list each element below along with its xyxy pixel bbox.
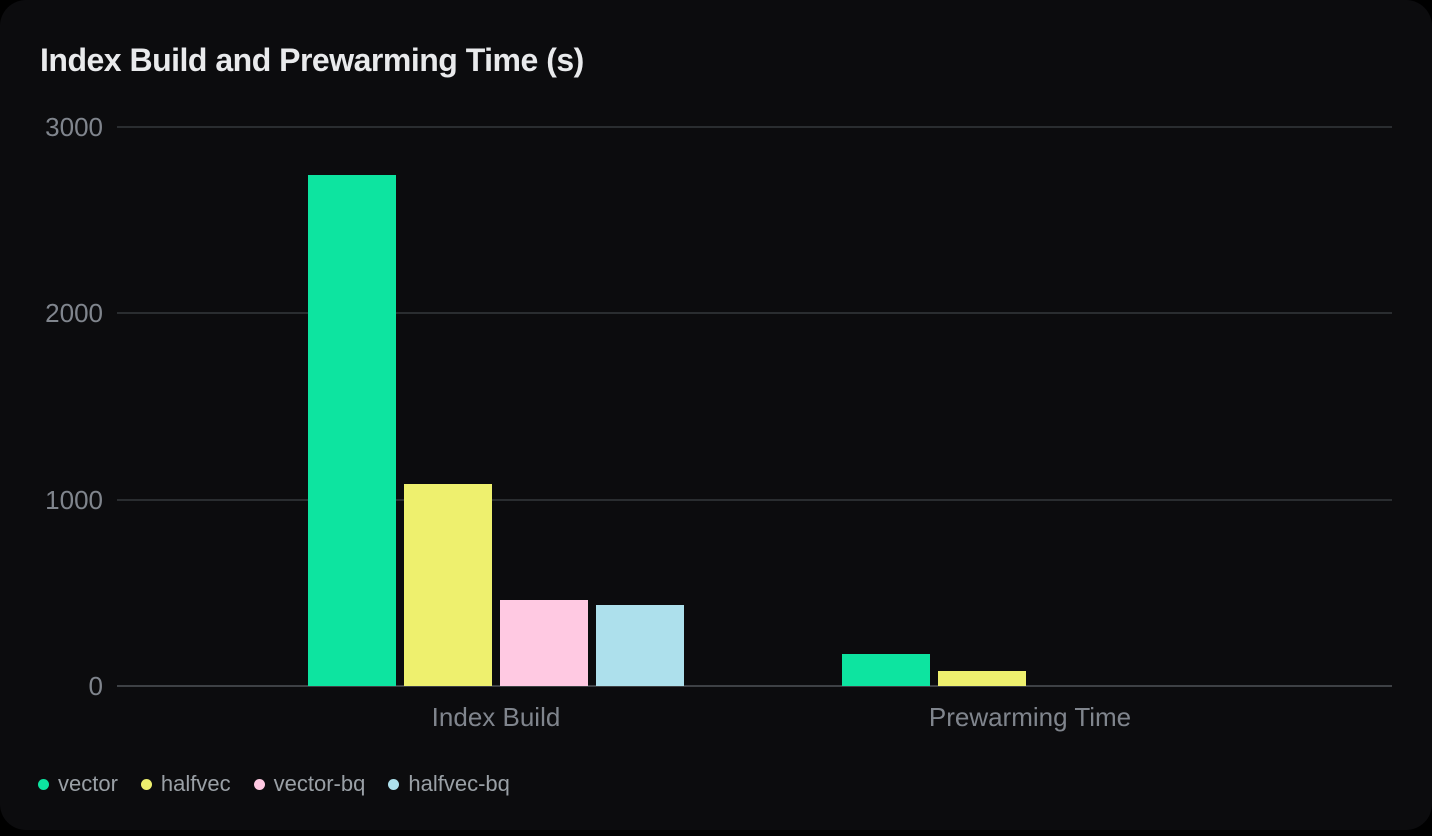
x-category-label: Prewarming Time bbox=[928, 702, 1132, 732]
legend-label: halfvec-bq bbox=[408, 771, 510, 796]
y-tick-label: 3000 bbox=[45, 112, 103, 142]
legend-dot-halfvec bbox=[140, 778, 152, 790]
bar-vector-index-build bbox=[308, 175, 397, 686]
chart-title: Index Build and Prewarming Time (s) bbox=[40, 42, 584, 78]
legend-dot-vector bbox=[38, 778, 49, 790]
bar-halfvec-index-build bbox=[404, 483, 493, 686]
legend-label: vector-bq bbox=[273, 771, 366, 796]
y-tick-label: 0 bbox=[88, 671, 103, 701]
gridline bbox=[117, 312, 1392, 315]
x-category-label: Index Build bbox=[431, 702, 561, 732]
legend-dot-halfvec-bq bbox=[388, 778, 400, 790]
bar-halfvec-bq-index-build bbox=[595, 604, 684, 686]
y-tick-label: 2000 bbox=[45, 298, 103, 329]
bar-vector-bq-index-build bbox=[499, 600, 588, 686]
y-tick-label: 1000 bbox=[45, 484, 103, 515]
x-axis-baseline bbox=[117, 685, 1392, 687]
legend-item-halfvec-bq[interactable]: halfvec-bq bbox=[388, 770, 510, 798]
legend-dot-vector-bq bbox=[253, 778, 265, 790]
bar-halfvec-prewarming-time bbox=[938, 671, 1027, 686]
legend-item-vector-bq[interactable]: vector-bq bbox=[253, 770, 366, 798]
bar-vector-prewarming-time bbox=[842, 654, 931, 686]
legend-item-halfvec[interactable]: halfvec bbox=[140, 770, 231, 798]
gridline bbox=[117, 126, 1392, 128]
gridline bbox=[117, 498, 1392, 501]
chart-legend: vector halfvec vector-bq halfvec-bq bbox=[38, 770, 510, 798]
legend-label: vector bbox=[58, 771, 118, 796]
legend-item-vector[interactable]: vector bbox=[38, 770, 118, 798]
legend-label: halfvec bbox=[160, 771, 231, 796]
